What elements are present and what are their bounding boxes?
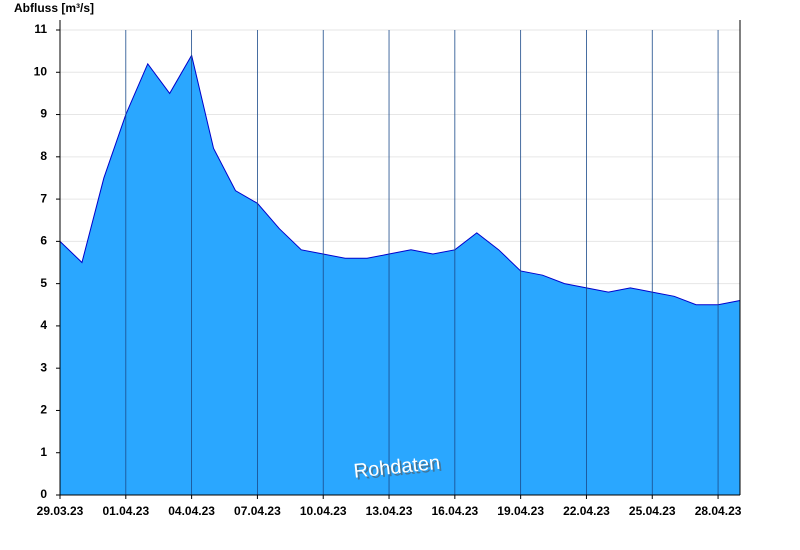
x-tick-label: 16.04.23 — [431, 504, 478, 518]
y-tick-label: 10 — [34, 64, 48, 78]
y-tick-label: 9 — [40, 107, 47, 121]
x-tick-label: 10.04.23 — [300, 504, 347, 518]
x-tick-label: 25.04.23 — [629, 504, 676, 518]
chart-title: Abfluss [m³/s] — [14, 1, 94, 15]
y-tick-label: 4 — [40, 318, 47, 332]
y-tick-label: 8 — [40, 149, 47, 163]
y-tick-label: 2 — [40, 403, 47, 417]
y-tick-label: 1 — [40, 445, 47, 459]
y-tick-label: 7 — [40, 191, 47, 205]
x-tick-label: 28.04.23 — [695, 504, 742, 518]
x-tick-label: 29.03.23 — [37, 504, 84, 518]
x-tick-label: 07.04.23 — [234, 504, 281, 518]
x-tick-label: 22.04.23 — [563, 504, 610, 518]
y-tick-label: 3 — [40, 360, 47, 374]
x-tick-label: 19.04.23 — [497, 504, 544, 518]
x-tick-label: 01.04.23 — [102, 504, 149, 518]
y-tick-label: 5 — [40, 276, 47, 290]
x-tick-label: 04.04.23 — [168, 504, 215, 518]
y-tick-label: 6 — [40, 234, 47, 248]
line — [59, 54, 741, 306]
area — [60, 55, 740, 495]
y-tick-label: 0 — [40, 487, 47, 501]
x-tick-label: 13.04.23 — [366, 504, 413, 518]
y-tick-label: 11 — [34, 22, 47, 36]
